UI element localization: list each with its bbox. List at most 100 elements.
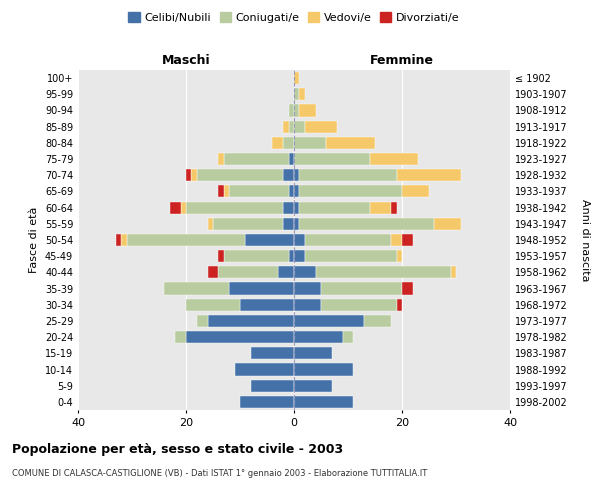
Bar: [294, 153, 370, 165]
Bar: [299, 169, 397, 181]
Bar: [451, 266, 456, 278]
Bar: [294, 218, 299, 230]
Bar: [278, 266, 294, 278]
Bar: [294, 380, 332, 392]
Bar: [294, 169, 299, 181]
Bar: [343, 331, 353, 343]
Bar: [186, 202, 283, 213]
Bar: [294, 364, 353, 376]
Bar: [121, 234, 127, 246]
Bar: [326, 137, 375, 149]
Bar: [294, 234, 305, 246]
Bar: [170, 202, 181, 213]
Y-axis label: Fasce di età: Fasce di età: [29, 207, 39, 273]
Bar: [370, 202, 391, 213]
Bar: [283, 218, 294, 230]
Bar: [294, 315, 364, 327]
Text: COMUNE DI CALASCA-CASTIGLIONE (VB) - Dati ISTAT 1° gennaio 2003 - Elaborazione T: COMUNE DI CALASCA-CASTIGLIONE (VB) - Dat…: [12, 468, 427, 477]
Bar: [299, 104, 316, 117]
Bar: [229, 282, 294, 294]
Bar: [294, 331, 343, 343]
Bar: [197, 315, 208, 327]
Legend: Celibi/Nubili, Coniugati/e, Vedovi/e, Divorziati/e: Celibi/Nubili, Coniugati/e, Vedovi/e, Di…: [124, 8, 464, 28]
Bar: [294, 266, 316, 278]
Bar: [208, 315, 294, 327]
Text: Popolazione per età, sesso e stato civile - 2003: Popolazione per età, sesso e stato civil…: [12, 442, 343, 456]
Bar: [294, 250, 305, 262]
Bar: [305, 250, 397, 262]
Bar: [402, 234, 413, 246]
Text: Maschi: Maschi: [161, 54, 211, 67]
Bar: [299, 88, 305, 101]
Bar: [251, 348, 294, 360]
Bar: [294, 137, 326, 149]
Bar: [224, 186, 229, 198]
Bar: [397, 250, 402, 262]
Bar: [218, 266, 278, 278]
Bar: [186, 169, 191, 181]
Bar: [181, 202, 186, 213]
Bar: [213, 218, 283, 230]
Bar: [175, 331, 186, 343]
Bar: [240, 396, 294, 408]
Bar: [434, 218, 461, 230]
Bar: [191, 169, 197, 181]
Bar: [305, 234, 391, 246]
Bar: [305, 120, 337, 132]
Bar: [364, 315, 391, 327]
Bar: [294, 120, 305, 132]
Bar: [197, 169, 283, 181]
Y-axis label: Anni di nascita: Anni di nascita: [580, 198, 590, 281]
Bar: [402, 282, 413, 294]
Bar: [127, 234, 245, 246]
Bar: [289, 120, 294, 132]
Bar: [283, 137, 294, 149]
Bar: [240, 298, 294, 311]
Bar: [321, 298, 397, 311]
Bar: [283, 202, 294, 213]
Bar: [224, 153, 289, 165]
Bar: [397, 298, 402, 311]
Bar: [235, 364, 294, 376]
Bar: [294, 88, 299, 101]
Bar: [116, 234, 121, 246]
Bar: [272, 137, 283, 149]
Bar: [294, 282, 321, 294]
Bar: [251, 380, 294, 392]
Bar: [294, 298, 321, 311]
Bar: [391, 202, 397, 213]
Bar: [294, 396, 353, 408]
Text: Femmine: Femmine: [370, 54, 434, 67]
Bar: [186, 331, 294, 343]
Bar: [218, 186, 224, 198]
Bar: [283, 120, 289, 132]
Bar: [289, 104, 294, 117]
Bar: [164, 282, 229, 294]
Bar: [321, 282, 402, 294]
Bar: [299, 218, 434, 230]
Bar: [218, 153, 224, 165]
Bar: [391, 234, 402, 246]
Bar: [294, 186, 299, 198]
Bar: [218, 250, 224, 262]
Bar: [289, 250, 294, 262]
Bar: [294, 104, 299, 117]
Bar: [294, 348, 332, 360]
Bar: [289, 153, 294, 165]
Bar: [208, 266, 218, 278]
Bar: [224, 250, 289, 262]
Bar: [294, 202, 299, 213]
Bar: [370, 153, 418, 165]
Bar: [316, 266, 451, 278]
Bar: [299, 186, 402, 198]
Bar: [186, 298, 240, 311]
Bar: [294, 72, 299, 84]
Bar: [245, 234, 294, 246]
Bar: [229, 186, 289, 198]
Bar: [289, 186, 294, 198]
Bar: [208, 218, 213, 230]
Bar: [283, 169, 294, 181]
Bar: [299, 202, 370, 213]
Bar: [397, 169, 461, 181]
Bar: [402, 186, 429, 198]
